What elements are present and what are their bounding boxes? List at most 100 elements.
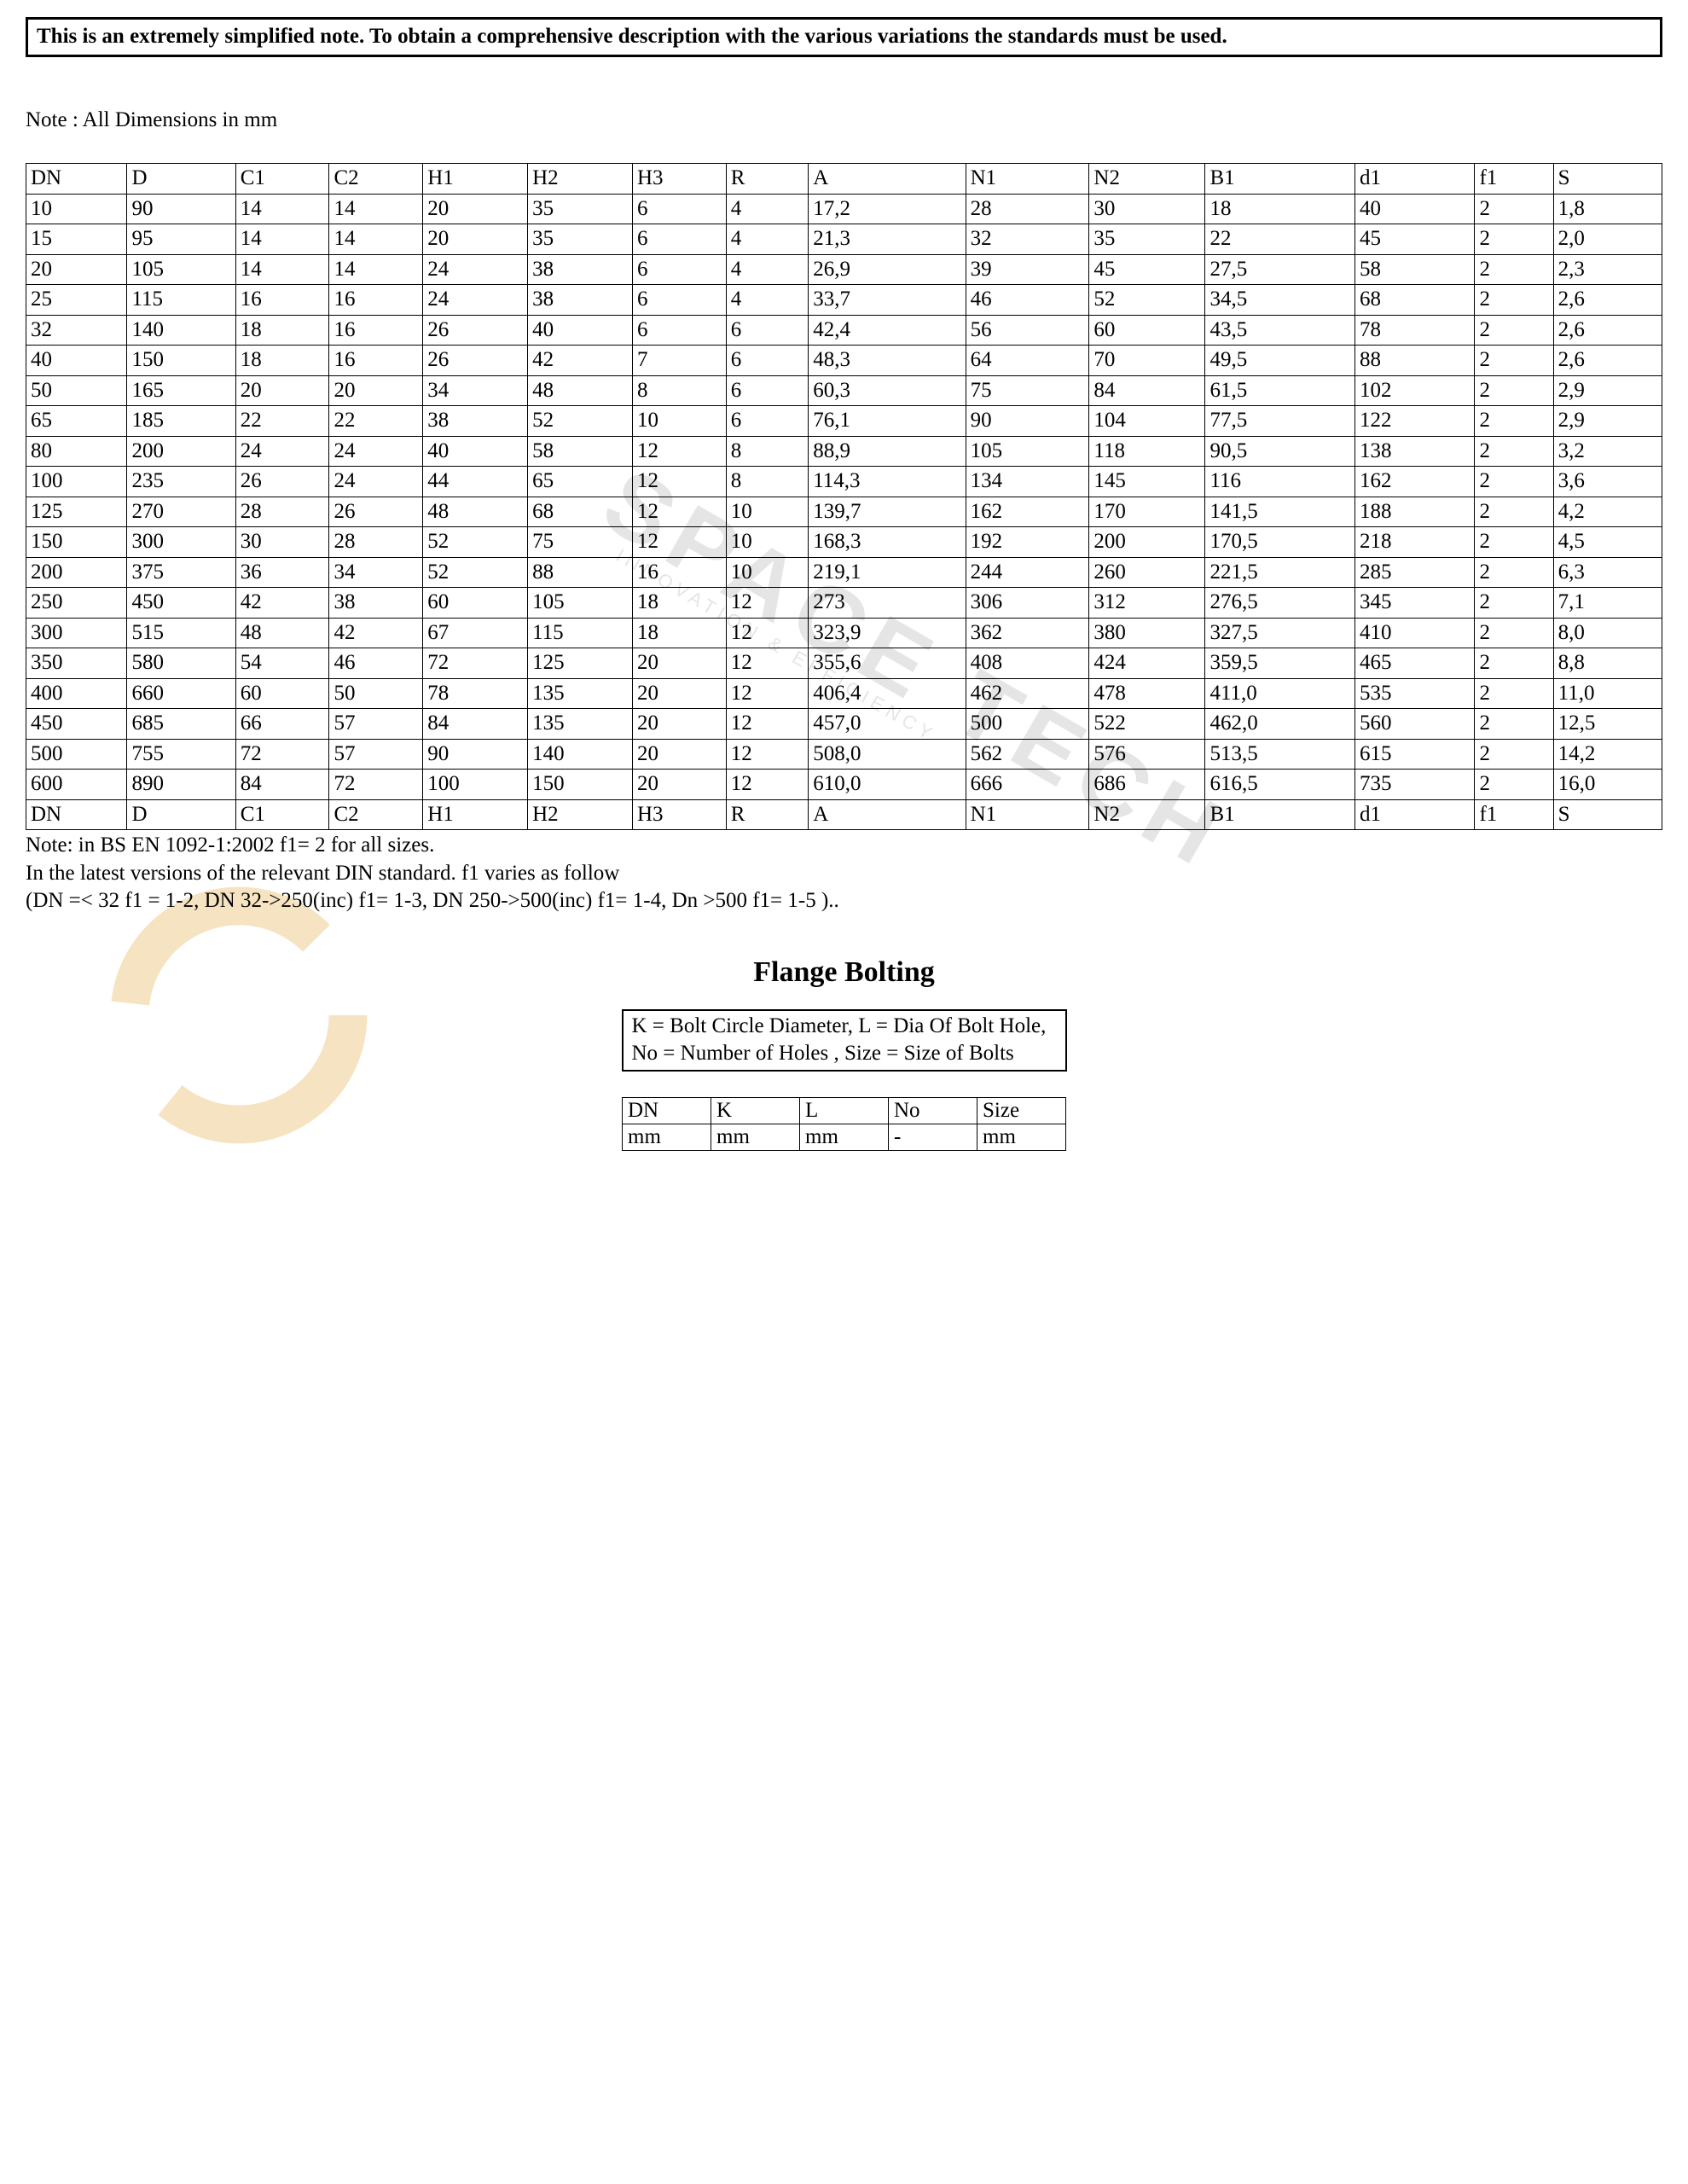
cell: 192: [966, 527, 1089, 558]
cell: 72: [235, 739, 329, 770]
cell: 4: [726, 285, 809, 316]
cell: 6: [632, 285, 726, 316]
cell: 65: [26, 406, 127, 437]
cell: 36: [235, 557, 329, 588]
cell: 20: [632, 739, 726, 770]
cell: 48,3: [809, 346, 966, 376]
cell: f1: [1475, 164, 1553, 195]
cell: 2: [1475, 285, 1553, 316]
cell: 15: [26, 224, 127, 255]
cell: 735: [1355, 770, 1475, 800]
cell: 535: [1355, 678, 1475, 709]
cell: 327,5: [1205, 618, 1355, 648]
table-row: 651852222385210676,19010477,512222,9: [26, 406, 1662, 437]
cell: 610,0: [809, 770, 966, 800]
cell: 411,0: [1205, 678, 1355, 709]
cell: S: [1553, 164, 1662, 195]
cell: 60: [235, 678, 329, 709]
cell: 2,0: [1553, 224, 1662, 255]
cell: 45: [1089, 254, 1205, 285]
warning-box: This is an extremely simplified note. To…: [26, 17, 1662, 57]
dimensions-note: Note : All Dimensions in mm: [26, 108, 1662, 132]
table-row: 60089084721001502012610,0666686616,57352…: [26, 770, 1662, 800]
cell: 16: [632, 557, 726, 588]
cell: 168,3: [809, 527, 966, 558]
cell: C1: [235, 164, 329, 195]
cell: 478: [1089, 678, 1205, 709]
cell: 72: [423, 648, 528, 679]
cell: 35: [1089, 224, 1205, 255]
cell: 12: [726, 588, 809, 619]
cell: 755: [127, 739, 235, 770]
cell: 12,5: [1553, 709, 1662, 740]
cell: 6: [726, 315, 809, 346]
cell: 380: [1089, 618, 1205, 648]
cell: 58: [528, 436, 633, 467]
cell: 306: [966, 588, 1089, 619]
cell: 14: [329, 254, 423, 285]
cell: 84: [235, 770, 329, 800]
cell: 135: [528, 709, 633, 740]
cell: 52: [528, 406, 633, 437]
cell: H1: [423, 799, 528, 830]
table-header-row: DNDC1C2H1H2H3RAN1N2B1d1f1S: [26, 164, 1662, 195]
table-row: 4006606050781352012406,4462478411,053521…: [26, 678, 1662, 709]
cell: 2: [1475, 678, 1553, 709]
cell: 2: [1475, 315, 1553, 346]
cell: 457,0: [809, 709, 966, 740]
cell: 48: [235, 618, 329, 648]
cell: 138: [1355, 436, 1475, 467]
cell: 68: [1355, 285, 1475, 316]
table-row: 802002424405812888,910511890,513823,2: [26, 436, 1662, 467]
cell: 300: [127, 527, 235, 558]
cell: No: [889, 1097, 977, 1124]
table-row: 125270282648681210139,7162170141,518824,…: [26, 497, 1662, 527]
cell: 134: [966, 467, 1089, 497]
cell: 522: [1089, 709, 1205, 740]
cell: H3: [632, 164, 726, 195]
cell: 22: [329, 406, 423, 437]
cell: 515: [127, 618, 235, 648]
cell: 500: [966, 709, 1089, 740]
cell: 104: [1089, 406, 1205, 437]
cell: 21,3: [809, 224, 966, 255]
cell: 2,6: [1553, 346, 1662, 376]
cell: L: [800, 1097, 889, 1124]
cell: 43,5: [1205, 315, 1355, 346]
cell: 20: [632, 709, 726, 740]
cell: 4,5: [1553, 527, 1662, 558]
cell: 6: [632, 315, 726, 346]
cell: 6: [726, 406, 809, 437]
cell: 49,5: [1205, 346, 1355, 376]
cell: 250: [26, 588, 127, 619]
cell: 34: [423, 375, 528, 406]
cell: 2: [1475, 709, 1553, 740]
cell: 60: [423, 588, 528, 619]
cell: 22: [235, 406, 329, 437]
cell: 56: [966, 315, 1089, 346]
cell: 170: [1089, 497, 1205, 527]
cell: 18: [632, 588, 726, 619]
cell: 17,2: [809, 194, 966, 224]
cell: N1: [966, 164, 1089, 195]
cell: 66: [235, 709, 329, 740]
cell: 24: [423, 254, 528, 285]
cell: 508,0: [809, 739, 966, 770]
cell: 88: [1355, 346, 1475, 376]
cell: 75: [528, 527, 633, 558]
cell: 6: [632, 194, 726, 224]
cell: 10: [632, 406, 726, 437]
cell: 24: [235, 436, 329, 467]
cell: 78: [1355, 315, 1475, 346]
cell: 20: [423, 224, 528, 255]
cell: 140: [127, 315, 235, 346]
cell: DN: [623, 1097, 711, 1124]
cell: 10: [726, 527, 809, 558]
cell: 2: [1475, 648, 1553, 679]
cell: 14: [329, 194, 423, 224]
cell: 102: [1355, 375, 1475, 406]
cell: 105: [127, 254, 235, 285]
table-row: 150300302852751210168,3192200170,521824,…: [26, 527, 1662, 558]
cell: 38: [423, 406, 528, 437]
cell: C2: [329, 799, 423, 830]
